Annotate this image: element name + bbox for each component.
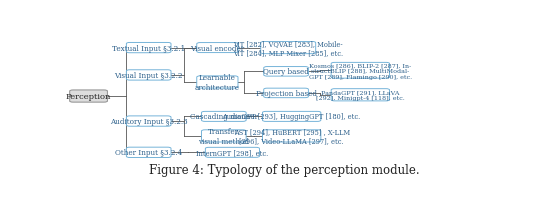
FancyBboxPatch shape [263, 130, 321, 142]
FancyBboxPatch shape [197, 43, 238, 53]
FancyBboxPatch shape [206, 148, 259, 158]
FancyBboxPatch shape [264, 67, 309, 77]
FancyBboxPatch shape [197, 77, 238, 89]
Text: Perception: Perception [66, 93, 111, 101]
FancyBboxPatch shape [202, 130, 246, 142]
Text: AST [294], HuBERT [295] , X-LLM
[296], Video-LLaMA [297], etc.: AST [294], HuBERT [295] , X-LLM [296], V… [234, 128, 350, 145]
Text: Figure 4: Typology of the perception module.: Figure 4: Typology of the perception mod… [148, 163, 419, 176]
FancyBboxPatch shape [264, 89, 309, 98]
FancyBboxPatch shape [331, 89, 389, 101]
Text: Kosmos [286], BLIP-2 [287], In-
structBLIP [288], MultiModal-
GPT [289], Flaming: Kosmos [286], BLIP-2 [287], In- structBL… [309, 63, 412, 79]
FancyBboxPatch shape [126, 147, 171, 158]
Text: Transfer
visual method: Transfer visual method [198, 128, 249, 145]
FancyBboxPatch shape [126, 116, 171, 127]
Text: Auditory Input §3.2.3: Auditory Input §3.2.3 [110, 118, 187, 125]
Text: AudioGPT [293], HuggingGPT [180], etc.: AudioGPT [293], HuggingGPT [180], etc. [223, 113, 361, 121]
FancyBboxPatch shape [202, 112, 246, 122]
FancyBboxPatch shape [331, 63, 389, 79]
Text: ViT [282], VQVAE [283], Mobile-
ViT [284], MLP Mixer [285], etc.: ViT [282], VQVAE [283], Mobile- ViT [284… [233, 40, 343, 57]
FancyBboxPatch shape [126, 70, 171, 81]
FancyBboxPatch shape [70, 90, 107, 103]
Text: Learnable
architecture: Learnable architecture [195, 74, 240, 91]
FancyBboxPatch shape [126, 43, 171, 54]
Text: Visual Input §3.2.2: Visual Input §3.2.2 [115, 72, 183, 80]
Text: InternGPT [298], etc.: InternGPT [298], etc. [196, 149, 269, 157]
Text: Projection based: Projection based [255, 89, 316, 97]
Text: PandaGPT [291], LLaVA
[292], Minigpt-4 [118], etc.: PandaGPT [291], LLaVA [292], Minigpt-4 [… [316, 90, 405, 101]
Text: Other Input §3.2.4: Other Input §3.2.4 [115, 149, 182, 157]
Text: Textual Input §3.2.1: Textual Input §3.2.1 [112, 44, 185, 52]
Text: Visual encoder: Visual encoder [191, 44, 244, 52]
Text: Cascading manner: Cascading manner [190, 113, 258, 121]
FancyBboxPatch shape [261, 42, 316, 54]
FancyBboxPatch shape [263, 112, 321, 122]
Text: Query based: Query based [263, 68, 309, 76]
